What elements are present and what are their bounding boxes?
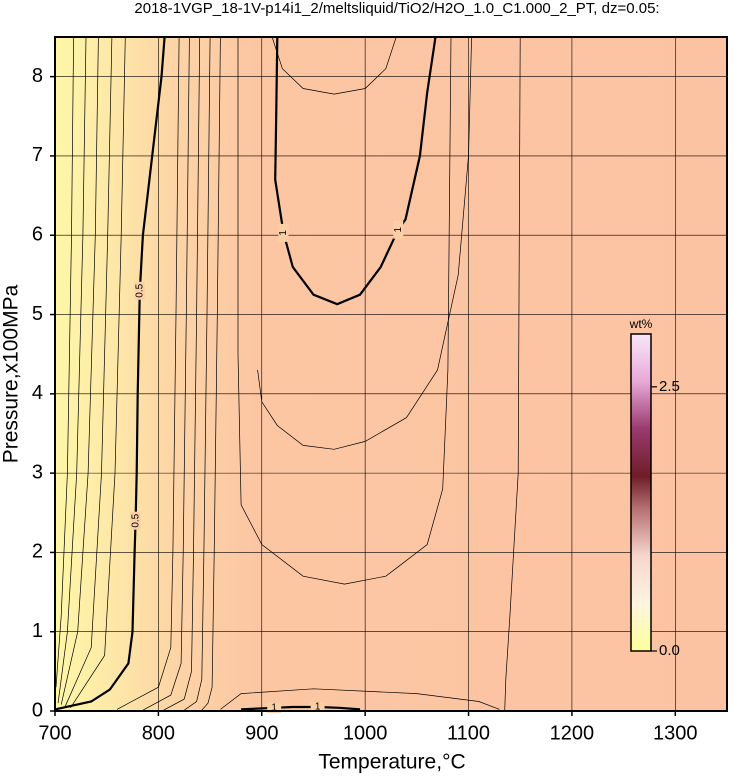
contour-line bbox=[163, 36, 201, 711]
contour-line bbox=[183, 36, 211, 711]
y-tick-label: 4 bbox=[32, 382, 43, 404]
x-tick-label: 1100 bbox=[447, 722, 490, 744]
y-tick-label: 2 bbox=[32, 541, 43, 563]
x-tick-label: 800 bbox=[142, 722, 175, 744]
x-tick-label: 700 bbox=[38, 722, 71, 744]
contour-label-bg bbox=[134, 281, 145, 300]
colorbar bbox=[630, 333, 652, 652]
y-tick-label: 5 bbox=[32, 303, 43, 325]
contour-line-labeled bbox=[54, 36, 166, 711]
contour-line bbox=[64, 36, 113, 707]
y-tick-label: 3 bbox=[32, 461, 43, 483]
contour-line bbox=[60, 36, 99, 705]
contour-line bbox=[220, 688, 500, 710]
x-tick-label: 900 bbox=[245, 722, 278, 744]
contour-label: 0.5 bbox=[130, 513, 141, 527]
plot-frame bbox=[54, 36, 728, 712]
y-tick-label: 1 bbox=[32, 620, 43, 642]
chart-title: 2018-1VGP_18-1V-p14i1_2/meltsliquid/TiO2… bbox=[134, 0, 659, 17]
colorbar-label: wt% bbox=[629, 317, 653, 331]
contour-line bbox=[70, 36, 126, 708]
colorbar-tick-label: 2.5 bbox=[659, 378, 680, 395]
contour-label: 0.5 bbox=[134, 283, 145, 297]
y-axis-label: Pressure,x100MPa bbox=[0, 284, 23, 463]
y-tick-label: 7 bbox=[32, 144, 43, 166]
y-tick-label: 8 bbox=[32, 65, 43, 87]
contour-label-bg bbox=[130, 511, 141, 530]
plot-background bbox=[55, 37, 727, 711]
contour-line bbox=[55, 36, 74, 688]
contour-label-bg bbox=[267, 702, 282, 713]
contour-label-bg bbox=[310, 702, 325, 713]
contour-label: 1 bbox=[271, 702, 277, 713]
contour-label-bg bbox=[278, 223, 289, 242]
contour-line bbox=[271, 36, 397, 95]
y-tick-label: 6 bbox=[32, 224, 43, 246]
contour-line bbox=[201, 36, 221, 711]
contour-line bbox=[57, 36, 87, 704]
contour-line bbox=[142, 36, 190, 711]
x-tick-label: 1000 bbox=[343, 722, 388, 744]
contour-line bbox=[257, 36, 472, 450]
contour-label: 1 bbox=[278, 230, 289, 236]
contour-line-labeled bbox=[274, 36, 437, 306]
x-axis-label: Temperature,°C bbox=[318, 751, 465, 774]
contour-label: 1 bbox=[393, 226, 404, 232]
x-tick-label: 1300 bbox=[653, 722, 698, 744]
x-tick-label: 1200 bbox=[550, 722, 595, 744]
colorbar-tick-label: 0.0 bbox=[659, 642, 680, 659]
contour-line bbox=[116, 36, 180, 710]
contour-label: 1 bbox=[315, 702, 321, 713]
contour-line bbox=[504, 36, 521, 712]
contour-line bbox=[237, 36, 452, 585]
contour-label-bg bbox=[393, 220, 404, 239]
y-tick-label: 0 bbox=[32, 699, 43, 721]
